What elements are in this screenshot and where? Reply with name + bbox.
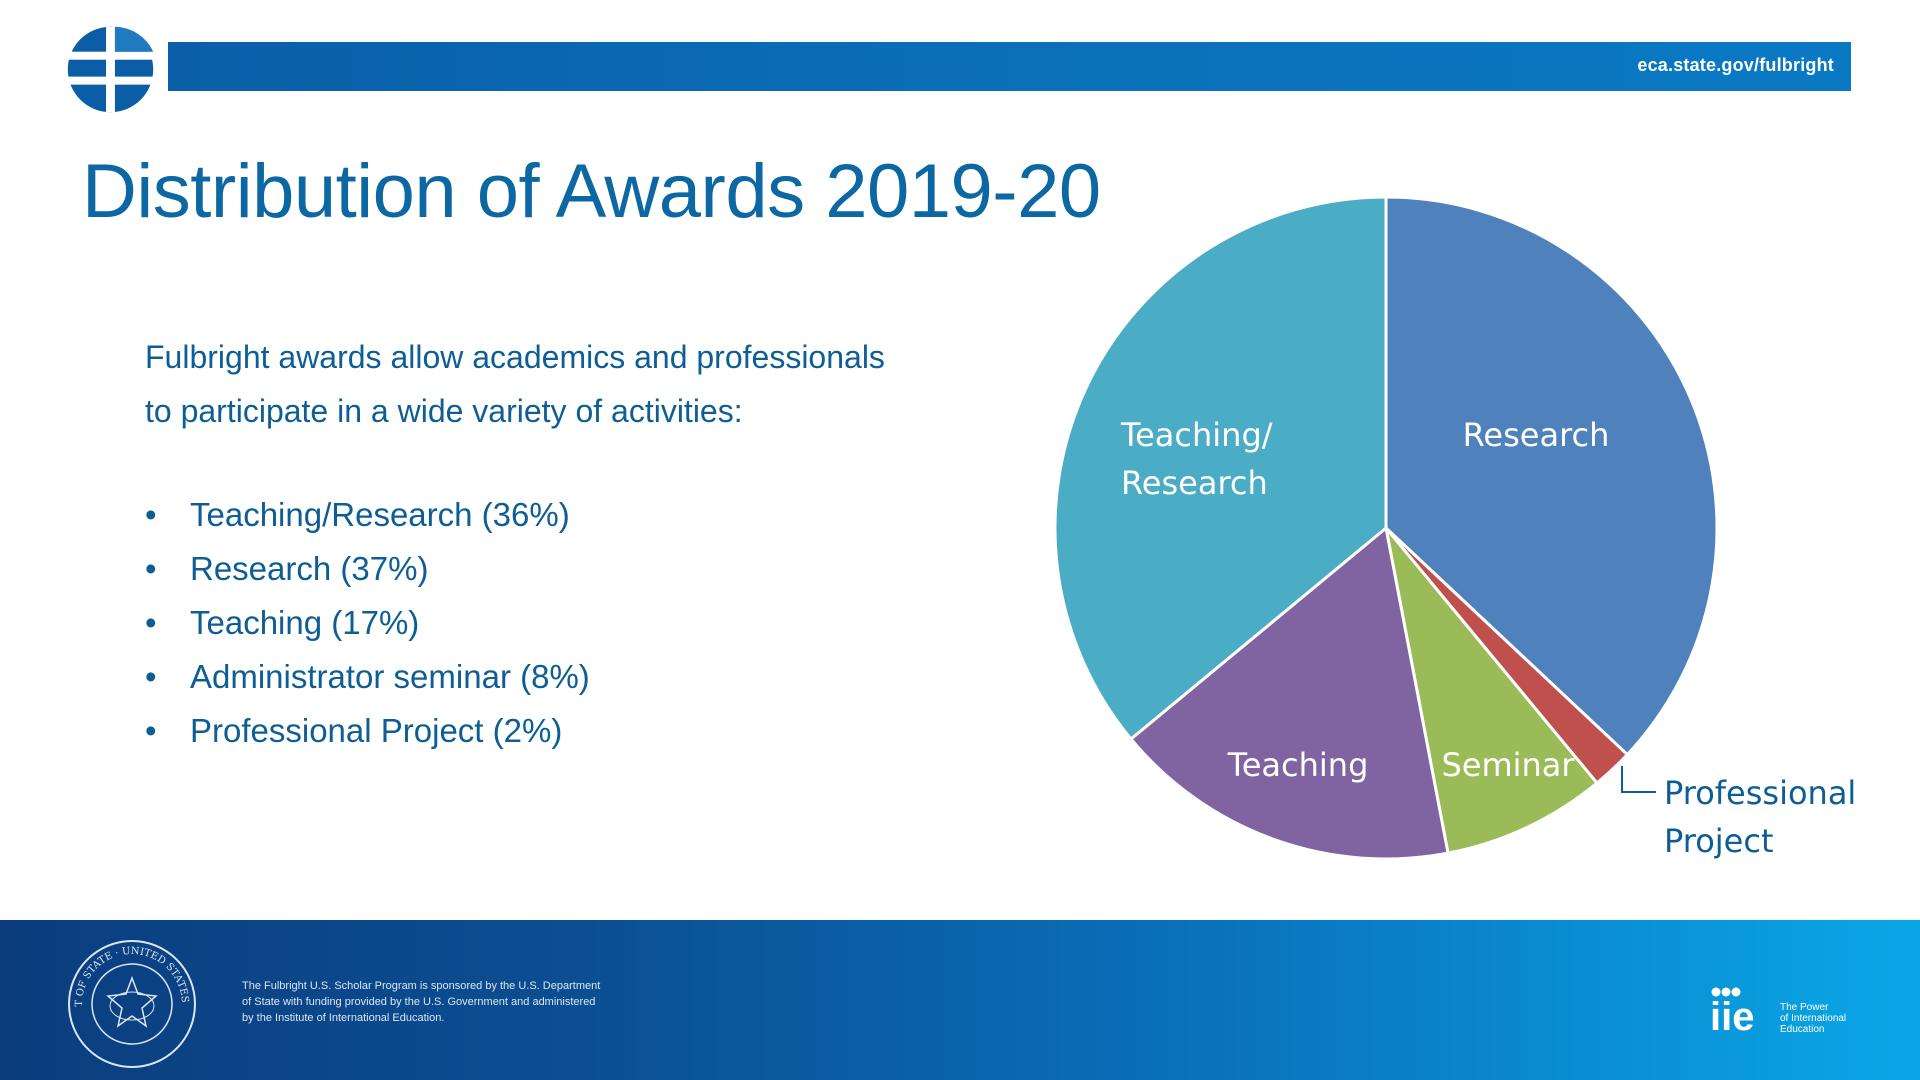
slice-label-seminar: Seminar — [1441, 746, 1575, 784]
page-title: Distribution of Awards 2019-20 — [82, 149, 1101, 234]
bullet-icon: • — [145, 496, 157, 533]
iie-tagline-2: of International — [1780, 1013, 1847, 1024]
intro-line-1: Fulbright awards allow academics and pro… — [145, 339, 885, 375]
list-item: • Teaching/Research (36%) — [145, 488, 590, 542]
footer-sponsor-text: The Fulbright U.S. Scholar Program is sp… — [242, 978, 682, 1026]
award-bullet-list: • Teaching/Research (36%) • Research (37%)… — [145, 488, 590, 758]
header-bar: eca.state.gov/fulbright — [168, 42, 1851, 91]
intro-line-2: to participate in a wide variety of acti… — [145, 393, 743, 429]
intro-text: Fulbright awards allow academics and pro… — [145, 330, 1025, 438]
pie-slices — [1053, 195, 1719, 861]
slice-label-professional-1: Professional — [1664, 774, 1856, 812]
slice-label-research: Research — [1463, 416, 1610, 454]
footer: DEPARTMENT OF STATE · UNITED STATES OF A… — [0, 920, 1920, 1080]
pie-slice-seminar — [1384, 526, 1599, 855]
slice-label-teaching-research-1: Teaching/ — [1120, 416, 1273, 454]
list-item: • Administrator seminar (8%) — [145, 650, 590, 704]
list-item: • Research (37%) — [145, 542, 590, 596]
bullet-text: Teaching/Research (36%) — [190, 496, 570, 533]
bullet-icon: • — [145, 658, 157, 695]
iie-tagline-3: Education — [1780, 1024, 1825, 1035]
iie-logo-text: iie — [1710, 995, 1754, 1032]
iie-logo-icon: iie — [1710, 987, 1754, 1032]
slice-label-professional-2: Project — [1664, 822, 1773, 860]
iie-tagline-1: The Power — [1780, 1002, 1829, 1013]
bullet-icon: • — [145, 550, 157, 587]
fulbright-logo-icon — [67, 26, 154, 113]
footer-line-1: The Fulbright U.S. Scholar Program is sp… — [242, 980, 601, 992]
slice-label-teaching-research-2: Research — [1121, 464, 1268, 502]
bullet-text: Research (37%) — [190, 550, 429, 587]
pie-slice-teaching — [1129, 526, 1450, 861]
footer-line-3: by the Institute of International Educat… — [242, 1012, 445, 1024]
bullet-icon: • — [145, 712, 157, 749]
header-url[interactable]: eca.state.gov/fulbright — [1637, 55, 1834, 75]
department-of-state-seal-icon: DEPARTMENT OF STATE · UNITED STATES OF A… — [66, 938, 196, 1068]
bullet-icon: • — [145, 604, 157, 641]
pie-slice-teaching-research — [1053, 195, 1388, 741]
pie-slice-research — [1384, 195, 1719, 757]
list-item: • Professional Project (2%) — [145, 704, 590, 758]
slice-label-teaching: Teaching — [1227, 746, 1369, 784]
bullet-text: Professional Project (2%) — [190, 712, 563, 749]
bullet-text: Teaching (17%) — [190, 604, 420, 641]
list-item: • Teaching (17%) — [145, 596, 590, 650]
iie-tagline: The Power of International Education — [1780, 1002, 1880, 1035]
footer-line-2: of State with funding provided by the U.… — [242, 996, 596, 1008]
bullet-text: Administrator seminar (8%) — [190, 658, 590, 695]
professional-project-leader-line — [1621, 766, 1656, 793]
